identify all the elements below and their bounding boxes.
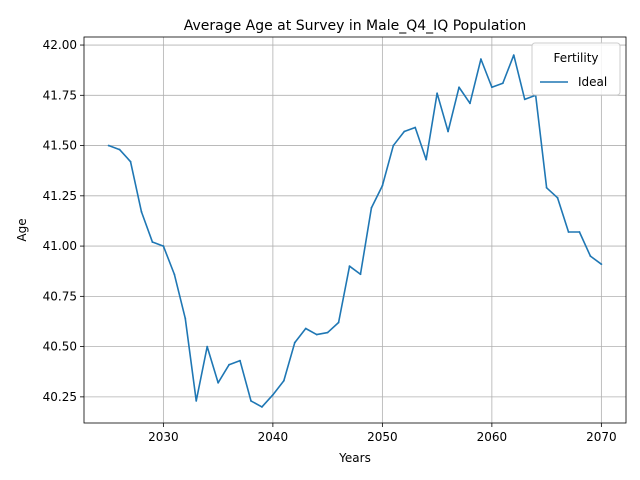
- y-tick-label: 40.25: [43, 390, 77, 404]
- data-point: [162, 245, 165, 247]
- y-tick-label: 41.75: [43, 88, 77, 102]
- data-point: [556, 196, 559, 199]
- x-tick-label: 2040: [258, 430, 289, 444]
- data-point: [293, 341, 296, 344]
- legend-title: Fertility: [553, 51, 598, 65]
- data-point: [436, 92, 439, 95]
- x-tick-label: 2030: [148, 430, 179, 444]
- y-tick-label: 41.00: [43, 239, 77, 253]
- data-point: [250, 399, 252, 402]
- grid: [84, 37, 626, 423]
- data-point: [337, 321, 340, 324]
- data-point: [578, 231, 581, 233]
- data-point: [381, 184, 384, 187]
- data-point: [195, 399, 198, 402]
- data-point: [600, 263, 603, 266]
- data-point: [348, 265, 351, 268]
- x-axis: 2030 2040 2050 2060 2070: [148, 423, 617, 444]
- data-point: [447, 130, 449, 133]
- data-point: [239, 359, 241, 362]
- data-point: [315, 333, 318, 336]
- data-point: [469, 102, 471, 105]
- y-axis: 40.25 40.50 40.75 41.00 41.25 41.50 41.75 42.00: [43, 38, 84, 404]
- data-point: [151, 241, 154, 243]
- x-tick-label: 2050: [367, 430, 398, 444]
- data-point: [458, 86, 460, 89]
- y-tick-label: 41.25: [43, 189, 77, 203]
- data-point: [545, 186, 548, 189]
- x-tick-label: 2070: [586, 430, 617, 444]
- data-point: [271, 393, 274, 396]
- data-point: [480, 58, 482, 61]
- data-point: [370, 206, 373, 209]
- data-point: [173, 273, 176, 276]
- data-point: [392, 144, 395, 147]
- data-point: [261, 406, 263, 408]
- data-point: [512, 54, 515, 56]
- data-point: [589, 255, 592, 258]
- y-tick-label: 42.00: [43, 38, 77, 52]
- data-point: [523, 98, 526, 101]
- x-axis-label: Years: [338, 451, 371, 465]
- y-tick-label: 40.75: [43, 289, 77, 303]
- data-point: [217, 381, 220, 384]
- data-point: [414, 126, 417, 129]
- data-point: [425, 158, 428, 161]
- data-point: [359, 273, 362, 276]
- x-tick-label: 2060: [477, 430, 508, 444]
- data-point: [326, 331, 329, 334]
- data-point: [304, 327, 307, 330]
- data-point: [129, 160, 132, 163]
- series-line-ideal: [108, 54, 602, 408]
- data-point: [282, 379, 285, 382]
- data-point: [107, 144, 110, 147]
- data-point: [140, 211, 143, 213]
- data-point: [403, 130, 406, 133]
- data-point: [206, 345, 209, 348]
- y-axis-label: Age: [15, 218, 29, 241]
- y-tick-label: 40.50: [43, 340, 77, 354]
- data-point: [184, 317, 187, 320]
- series-layer: [107, 54, 603, 408]
- chart-title: Average Age at Survey in Male_Q4_IQ Popu…: [184, 18, 527, 34]
- legend: Fertility Ideal: [531, 42, 621, 96]
- data-point: [501, 82, 504, 85]
- data-point: [228, 363, 230, 366]
- data-point: [567, 231, 570, 233]
- data-point: [490, 86, 493, 89]
- data-point: [118, 148, 121, 151]
- legend-label-ideal: Ideal: [578, 75, 607, 89]
- y-tick-label: 41.50: [43, 139, 77, 153]
- plot-frame: [83, 36, 627, 424]
